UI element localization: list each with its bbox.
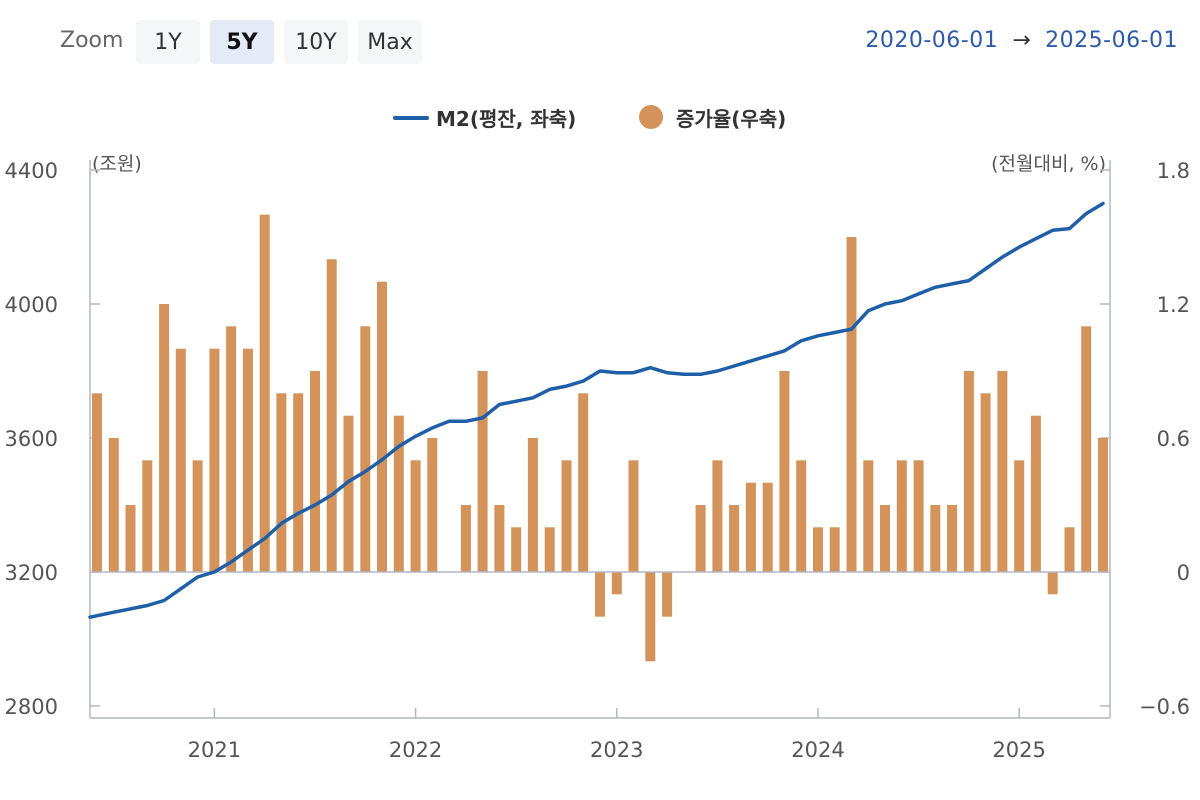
legend: M2(평잔, 좌축) 증가율(우축) xyxy=(393,105,786,131)
growth-bar xyxy=(326,259,337,572)
range-start[interactable]: 2020-06-01 xyxy=(865,28,999,53)
growth-bar xyxy=(427,438,438,572)
growth-bar xyxy=(393,415,404,572)
growth-bar xyxy=(980,393,991,572)
right-tick-label: 0 xyxy=(1177,561,1190,585)
growth-bar xyxy=(259,214,270,572)
x-tick-label: 2022 xyxy=(389,738,442,762)
zoom-1y-button[interactable]: 1Y xyxy=(136,20,200,64)
growth-bar xyxy=(209,348,220,572)
growth-bar xyxy=(410,460,421,572)
growth-bar xyxy=(159,304,170,572)
right-tick-label: 0.6 xyxy=(1157,427,1190,451)
left-tick-label: 4400 xyxy=(5,159,58,183)
growth-bar xyxy=(729,505,740,572)
growth-bar xyxy=(276,393,287,572)
growth-bar xyxy=(762,482,773,572)
range-end[interactable]: 2025-06-01 xyxy=(1045,28,1178,53)
growth-bar xyxy=(561,460,572,572)
toolbar: Zoom 1Y 5Y 10Y Max 2020-06-01 → 2025-06-01 xyxy=(0,0,1200,80)
growth-bar xyxy=(628,460,639,572)
growth-bar xyxy=(947,505,958,572)
growth-bar xyxy=(1098,438,1108,572)
growth-bar xyxy=(343,415,354,572)
growth-bar xyxy=(779,371,790,572)
growth-bar xyxy=(745,482,756,572)
right-tick-label: −0.6 xyxy=(1139,695,1190,719)
growth-bar xyxy=(712,460,723,572)
zoom-max-button[interactable]: Max xyxy=(358,20,422,64)
left-axis-ticks: 4400 4000 3600 3200 2800 xyxy=(5,159,100,719)
x-tick-label: 2021 xyxy=(188,738,241,762)
left-axis-unit: (조원) xyxy=(92,153,142,175)
m2-line xyxy=(88,201,1105,619)
growth-bar xyxy=(377,281,387,572)
growth-bar xyxy=(829,527,840,572)
right-axis-ticks: 1.8 1.2 0.6 0 −0.6 xyxy=(1100,159,1190,719)
zoom-label: Zoom xyxy=(60,28,124,53)
legend-label-growth: 증가율(우축) xyxy=(676,107,786,131)
growth-bar xyxy=(963,371,974,572)
range-arrow-icon: → xyxy=(1012,28,1032,53)
growth-bar xyxy=(662,572,673,617)
growth-bar xyxy=(175,348,186,572)
growth-bar xyxy=(611,572,622,595)
growth-bar xyxy=(511,527,522,572)
growth-bar xyxy=(880,505,890,572)
growth-bar xyxy=(997,371,1008,572)
growth-bar xyxy=(293,393,304,572)
zoom-5y-button[interactable]: 5Y xyxy=(210,20,274,64)
growth-bar xyxy=(930,505,941,572)
left-tick-label: 3600 xyxy=(5,427,58,451)
growth-bar xyxy=(645,572,656,662)
growth-bar xyxy=(1081,326,1092,572)
x-tick-label: 2023 xyxy=(590,738,643,762)
right-tick-label: 1.2 xyxy=(1157,293,1190,317)
growth-bar xyxy=(896,460,907,572)
date-range[interactable]: 2020-06-01 → 2025-06-01 xyxy=(865,28,1178,53)
growth-bar xyxy=(192,460,203,572)
growth-bar xyxy=(494,505,505,572)
growth-bar xyxy=(125,505,136,572)
right-axis-unit: (전월대비, %) xyxy=(991,153,1106,175)
left-tick-label: 4000 xyxy=(5,293,58,317)
growth-bar xyxy=(796,460,807,572)
growth-bar xyxy=(1014,460,1025,572)
growth-bar xyxy=(360,326,371,572)
x-axis-ticks: 2021 2022 2023 2024 2025 xyxy=(188,708,1046,762)
growth-bar xyxy=(813,527,823,572)
growth-bar xyxy=(477,371,488,572)
x-tick-label: 2024 xyxy=(791,738,844,762)
growth-bar xyxy=(695,505,706,572)
zoom-10y-button[interactable]: 10Y xyxy=(284,20,348,64)
growth-bar xyxy=(108,438,119,572)
growth-bar xyxy=(142,460,153,572)
growth-bar xyxy=(242,348,253,572)
growth-bar xyxy=(578,393,589,572)
growth-bar xyxy=(595,572,605,617)
left-tick-label: 3200 xyxy=(5,561,58,585)
x-tick-label: 2025 xyxy=(992,738,1045,762)
growth-bar xyxy=(846,237,857,572)
growth-bar xyxy=(913,460,924,572)
growth-bar xyxy=(310,371,320,572)
growth-bar xyxy=(1030,415,1041,572)
growth-bar xyxy=(1047,572,1058,595)
growth-bars xyxy=(92,214,1108,662)
right-tick-label: 1.8 xyxy=(1157,159,1190,183)
growth-bar xyxy=(863,460,874,572)
legend-label-m2: M2(평잔, 좌축) xyxy=(436,107,576,131)
growth-bar xyxy=(460,505,471,572)
growth-bar xyxy=(1064,527,1075,572)
legend-bar-swatch xyxy=(639,105,663,129)
growth-bar xyxy=(226,326,237,572)
growth-bar xyxy=(92,393,102,572)
left-tick-label: 2800 xyxy=(5,695,58,719)
growth-bar xyxy=(527,438,538,572)
m2-line-series xyxy=(88,201,1105,619)
growth-bar xyxy=(544,527,555,572)
